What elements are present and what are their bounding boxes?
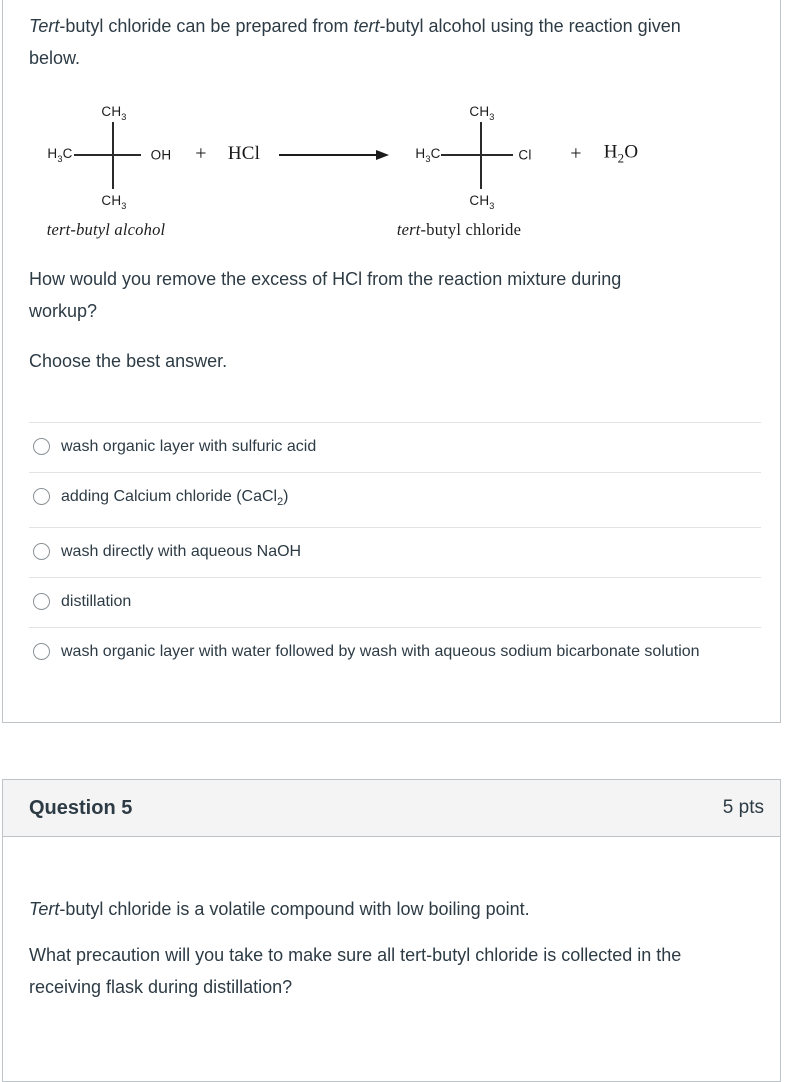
bond-line <box>112 122 114 189</box>
answer-option-label: wash organic layer with sulfuric acid <box>61 438 317 455</box>
question-intro-text: Tert-butyl chloride can be prepared from… <box>29 16 681 68</box>
bond-line <box>74 154 141 156</box>
methyl-west-label: H3C <box>415 146 441 164</box>
question-5-body: Tert-butyl chloride is a volatile compou… <box>3 837 780 1081</box>
methyl-top-label: CH3 <box>101 104 127 122</box>
radio-button[interactable] <box>33 438 50 455</box>
question-5-header: Question 5 5 pts <box>3 780 780 837</box>
radio-button[interactable] <box>33 543 50 561</box>
answer-option[interactable]: distillation <box>29 577 761 627</box>
reagent-formula: HCl <box>227 143 261 164</box>
plus-sign: + <box>195 142 207 165</box>
answer-option-label: wash directly with aqueous NaOH <box>61 543 302 561</box>
question-statement-text: Tert-butyl chloride is a volatile compou… <box>29 899 530 919</box>
answer-option-label: adding Calcium chloride (CaCl2) <box>61 488 289 509</box>
hydroxyl-label: OH <box>150 147 172 163</box>
radio-button[interactable] <box>33 643 50 661</box>
answer-option-label: distillation <box>61 593 132 611</box>
answer-option[interactable]: wash organic layer with water followed b… <box>29 627 761 677</box>
reaction-arrow <box>279 154 379 156</box>
methyl-bottom-label: CH3 <box>101 193 127 211</box>
question-5-panel: Question 5 5 pts Tert-butyl chloride is … <box>2 779 781 1082</box>
methyl-top-label: CH3 <box>469 104 495 122</box>
question-4-panel: Tert-butyl chloride can be prepared from… <box>2 0 781 723</box>
bond-line <box>480 122 482 189</box>
answer-options: wash organic layer with sulfuric acid ad… <box>29 422 761 677</box>
answer-option[interactable]: wash organic layer with sulfuric acid <box>29 422 761 472</box>
reaction-diagram: CH3 H3C OH CH3 tert-butyl alcohol + HCl … <box>29 97 729 245</box>
answer-option-label: wash organic layer with water followed b… <box>61 643 700 661</box>
answer-option[interactable]: adding Calcium chloride (CaCl2) <box>29 472 761 527</box>
bond-line <box>441 154 513 156</box>
question-points-badge: 5 pts <box>722 797 764 818</box>
question-prompt-text: How would you remove the excess of HCl f… <box>29 269 622 321</box>
radio-button[interactable] <box>33 488 50 505</box>
right-structure-caption: tert-butyl chloride <box>396 220 522 239</box>
left-structure-caption: tert-butyl alcohol <box>46 220 166 239</box>
question-title: Question 5 <box>29 796 133 819</box>
answer-option[interactable]: wash directly with aqueous NaOH <box>29 527 761 577</box>
methyl-bottom-label: CH3 <box>469 193 495 211</box>
water-formula: H2O <box>603 141 639 166</box>
plus-sign: + <box>570 142 582 165</box>
question-prompt-text: What precaution will you take to make su… <box>29 945 682 997</box>
reaction-arrow-head <box>376 150 389 160</box>
chloride-label: Cl <box>518 147 532 163</box>
radio-button[interactable] <box>33 593 50 611</box>
methyl-west-label: H3C <box>47 146 73 164</box>
choose-answer-label: Choose the best answer. <box>29 351 228 371</box>
